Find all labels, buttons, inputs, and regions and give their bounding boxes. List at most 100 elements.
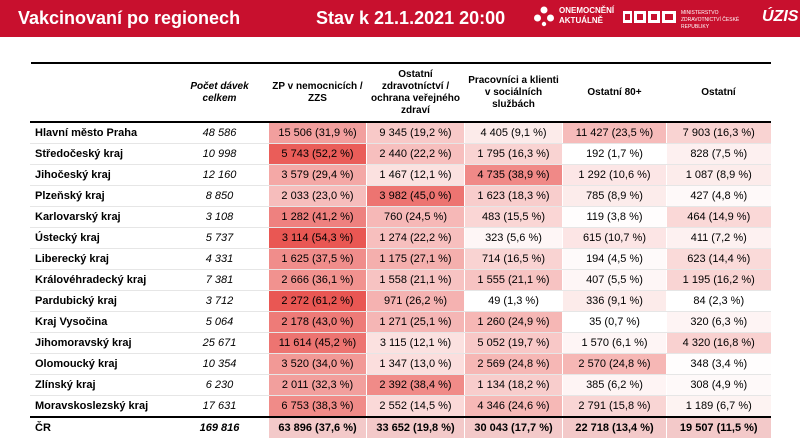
header-total: Počet dávek celkem	[170, 62, 269, 123]
ostatni-cell: 623 (14,4 %)	[666, 248, 771, 270]
table-row: Kraj Vysočina 5 064 2 178 (43,0 %) 1 271 (2…	[30, 311, 771, 333]
ostatni80-cell: 385 (6,2 %)	[562, 374, 667, 396]
total-cell: 10 998	[170, 143, 269, 165]
total-cell: 10 354	[170, 353, 269, 375]
table-row: Liberecký kraj 4 331 1 625 (37,5 %) 1 175 (…	[30, 248, 771, 270]
total-cell: 169 816	[170, 416, 269, 438]
ostatni80-cell: 615 (10,7 %)	[562, 227, 667, 249]
total-cell: 3 108	[170, 206, 269, 228]
zp-cell: 2 272 (61,2 %)	[268, 290, 367, 312]
ostatni-cell: 1 189 (6,7 %)	[666, 395, 771, 418]
table-sum-row: ČR 169 816 63 896 (37,6 %) 33 652 (19,8 %) 3…	[30, 416, 771, 438]
total-cell: 12 160	[170, 164, 269, 186]
region-cell: Středočeský kraj	[30, 143, 171, 165]
region-cell: Karlovarský kraj	[30, 206, 171, 228]
table-row: Středočeský kraj 10 998 5 743 (52,2 %) 2 44…	[30, 143, 771, 165]
ostatni-zdrav-cell: 9 345 (19,2 %)	[366, 122, 465, 144]
ostatni-zdrav-cell: 1 274 (22,2 %)	[366, 227, 465, 249]
ostatni80-cell: 785 (8,9 %)	[562, 185, 667, 207]
total-cell: 6 230	[170, 374, 269, 396]
zp-cell: 2 033 (23,0 %)	[268, 185, 367, 207]
ostatni80-cell: 22 718 (13,4 %)	[562, 416, 667, 438]
ostatni-cell: 411 (7,2 %)	[666, 227, 771, 249]
ostatni-zdrav-cell: 1 175 (27,1 %)	[366, 248, 465, 270]
ostatni80-cell: 336 (9,1 %)	[562, 290, 667, 312]
ostatni-zdrav-cell: 1 347 (13,0 %)	[366, 353, 465, 375]
header-ostatni80: Ostatní 80+	[562, 62, 667, 123]
zp-cell: 1 282 (41,2 %)	[268, 206, 367, 228]
ostatni80-cell: 194 (4,5 %)	[562, 248, 667, 270]
ostatni80-cell: 1 292 (10,6 %)	[562, 164, 667, 186]
pracovnici-cell: 1 260 (24,9 %)	[464, 311, 563, 333]
ostatni-zdrav-cell: 1 271 (25,1 %)	[366, 311, 465, 333]
ostatni80-cell: 35 (0,7 %)	[562, 311, 667, 333]
total-cell: 3 712	[170, 290, 269, 312]
ostatni-zdrav-cell: 3 982 (45,0 %)	[366, 185, 465, 207]
table-row: Hlavní město Praha 48 586 15 506 (31,9 %) 9…	[30, 122, 771, 144]
header-zp: ZP v nemocnicích / ZZS	[268, 62, 367, 123]
region-cell: Plzeňský kraj	[30, 185, 171, 207]
ostatni80-cell: 2 570 (24,8 %)	[562, 353, 667, 375]
pracovnici-cell: 1 555 (21,1 %)	[464, 269, 563, 291]
table-row: Zlínský kraj 6 230 2 011 (32,3 %) 2 392 (38…	[30, 374, 771, 396]
onemocneni-logo: ONEMOCNĚNÍ AKTUÁLNĚ	[533, 5, 614, 27]
table-header-row: Počet dávek celkem ZP v nemocnicích / ZZ…	[30, 62, 771, 123]
table-row: Ústecký kraj 5 737 3 114 (54,3 %) 1 274 (22…	[30, 227, 771, 249]
pracovnici-cell: 1 623 (18,3 %)	[464, 185, 563, 207]
zp-cell: 5 743 (52,2 %)	[268, 143, 367, 165]
table-row: Moravskoslezský kraj 17 631 6 753 (38,3 %)…	[30, 395, 771, 418]
ostatni-cell: 308 (4,9 %)	[666, 374, 771, 396]
region-cell: Liberecký kraj	[30, 248, 171, 270]
zp-cell: 3 520 (34,0 %)	[268, 353, 367, 375]
ostatni80-cell: 2 791 (15,8 %)	[562, 395, 667, 418]
region-cell: Olomoucký kraj	[30, 353, 171, 375]
ostatni-zdrav-cell: 971 (26,2 %)	[366, 290, 465, 312]
region-cell: Ústecký kraj	[30, 227, 171, 249]
pracovnici-cell: 4 346 (24,6 %)	[464, 395, 563, 418]
pracovnici-cell: 323 (5,6 %)	[464, 227, 563, 249]
pracovnici-cell: 1 134 (18,2 %)	[464, 374, 563, 396]
ostatni-zdrav-cell: 760 (24,5 %)	[366, 206, 465, 228]
pracovnici-cell: 4 735 (38,9 %)	[464, 164, 563, 186]
ostatni-cell: 19 507 (11,5 %)	[666, 416, 771, 438]
pracovnici-cell: 2 569 (24,8 %)	[464, 353, 563, 375]
table-row: Královéhradecký kraj 7 381 2 666 (36,1 %) 1…	[30, 269, 771, 291]
region-cell: Hlavní město Praha	[30, 122, 171, 144]
total-cell: 48 586	[170, 122, 269, 144]
ostatni-zdrav-cell: 3 115 (12,1 %)	[366, 332, 465, 354]
zp-cell: 6 753 (38,3 %)	[268, 395, 367, 418]
pracovnici-cell: 5 052 (19,7 %)	[464, 332, 563, 354]
pracovnici-cell: 483 (15,5 %)	[464, 206, 563, 228]
logo-line1: ONEMOCNĚNÍ	[559, 6, 615, 15]
uzis-logo: ÚZIS	[762, 8, 799, 25]
ostatni-cell: 348 (3,4 %)	[666, 353, 771, 375]
table-row: Pardubický kraj 3 712 2 272 (61,2 %) 971 (2…	[30, 290, 771, 312]
total-cell: 25 671	[170, 332, 269, 354]
zp-cell: 1 625 (37,5 %)	[268, 248, 367, 270]
zp-cell: 15 506 (31,9 %)	[268, 122, 367, 144]
region-cell: Jihočeský kraj	[30, 164, 171, 186]
ostatni80-cell: 1 570 (6,1 %)	[562, 332, 667, 354]
zp-cell: 63 896 (37,6 %)	[268, 416, 367, 438]
region-cell: Královéhradecký kraj	[30, 269, 171, 291]
ostatni-cell: 427 (4,8 %)	[666, 185, 771, 207]
status-date: Stav k 21.1.2021 20:00	[316, 8, 506, 28]
zp-cell: 11 614 (45,2 %)	[268, 332, 367, 354]
header-bar: Vakcinovaní po regionech Stav k 21.1.202…	[0, 0, 800, 37]
zp-cell: 2 666 (36,1 %)	[268, 269, 367, 291]
ostatni-cell: 464 (14,9 %)	[666, 206, 771, 228]
table-row: Jihočeský kraj 12 160 3 579 (29,4 %) 1 467 …	[30, 164, 771, 186]
ostatni-zdrav-cell: 33 652 (19,8 %)	[366, 416, 465, 438]
zp-cell: 3 579 (29,4 %)	[268, 164, 367, 186]
region-cell: ČR	[30, 416, 171, 438]
header-ostatni-zdrav: Ostatní zdravotníctví / ochrana veřejnéh…	[366, 62, 465, 123]
ostatni-zdrav-cell: 2 552 (14,5 %)	[366, 395, 465, 418]
region-cell: Kraj Vysočina	[30, 311, 171, 333]
vaccination-table: Počet dávek celkem ZP v nemocnicích / ZZ…	[30, 62, 771, 438]
ostatni-cell: 84 (2,3 %)	[666, 290, 771, 312]
ostatni80-cell: 119 (3,8 %)	[562, 206, 667, 228]
zp-cell: 2 178 (43,0 %)	[268, 311, 367, 333]
region-cell: Zlínský kraj	[30, 374, 171, 396]
ostatni-cell: 7 903 (16,3 %)	[666, 122, 771, 144]
logo-line2: AKTUÁLNĚ	[559, 16, 603, 25]
